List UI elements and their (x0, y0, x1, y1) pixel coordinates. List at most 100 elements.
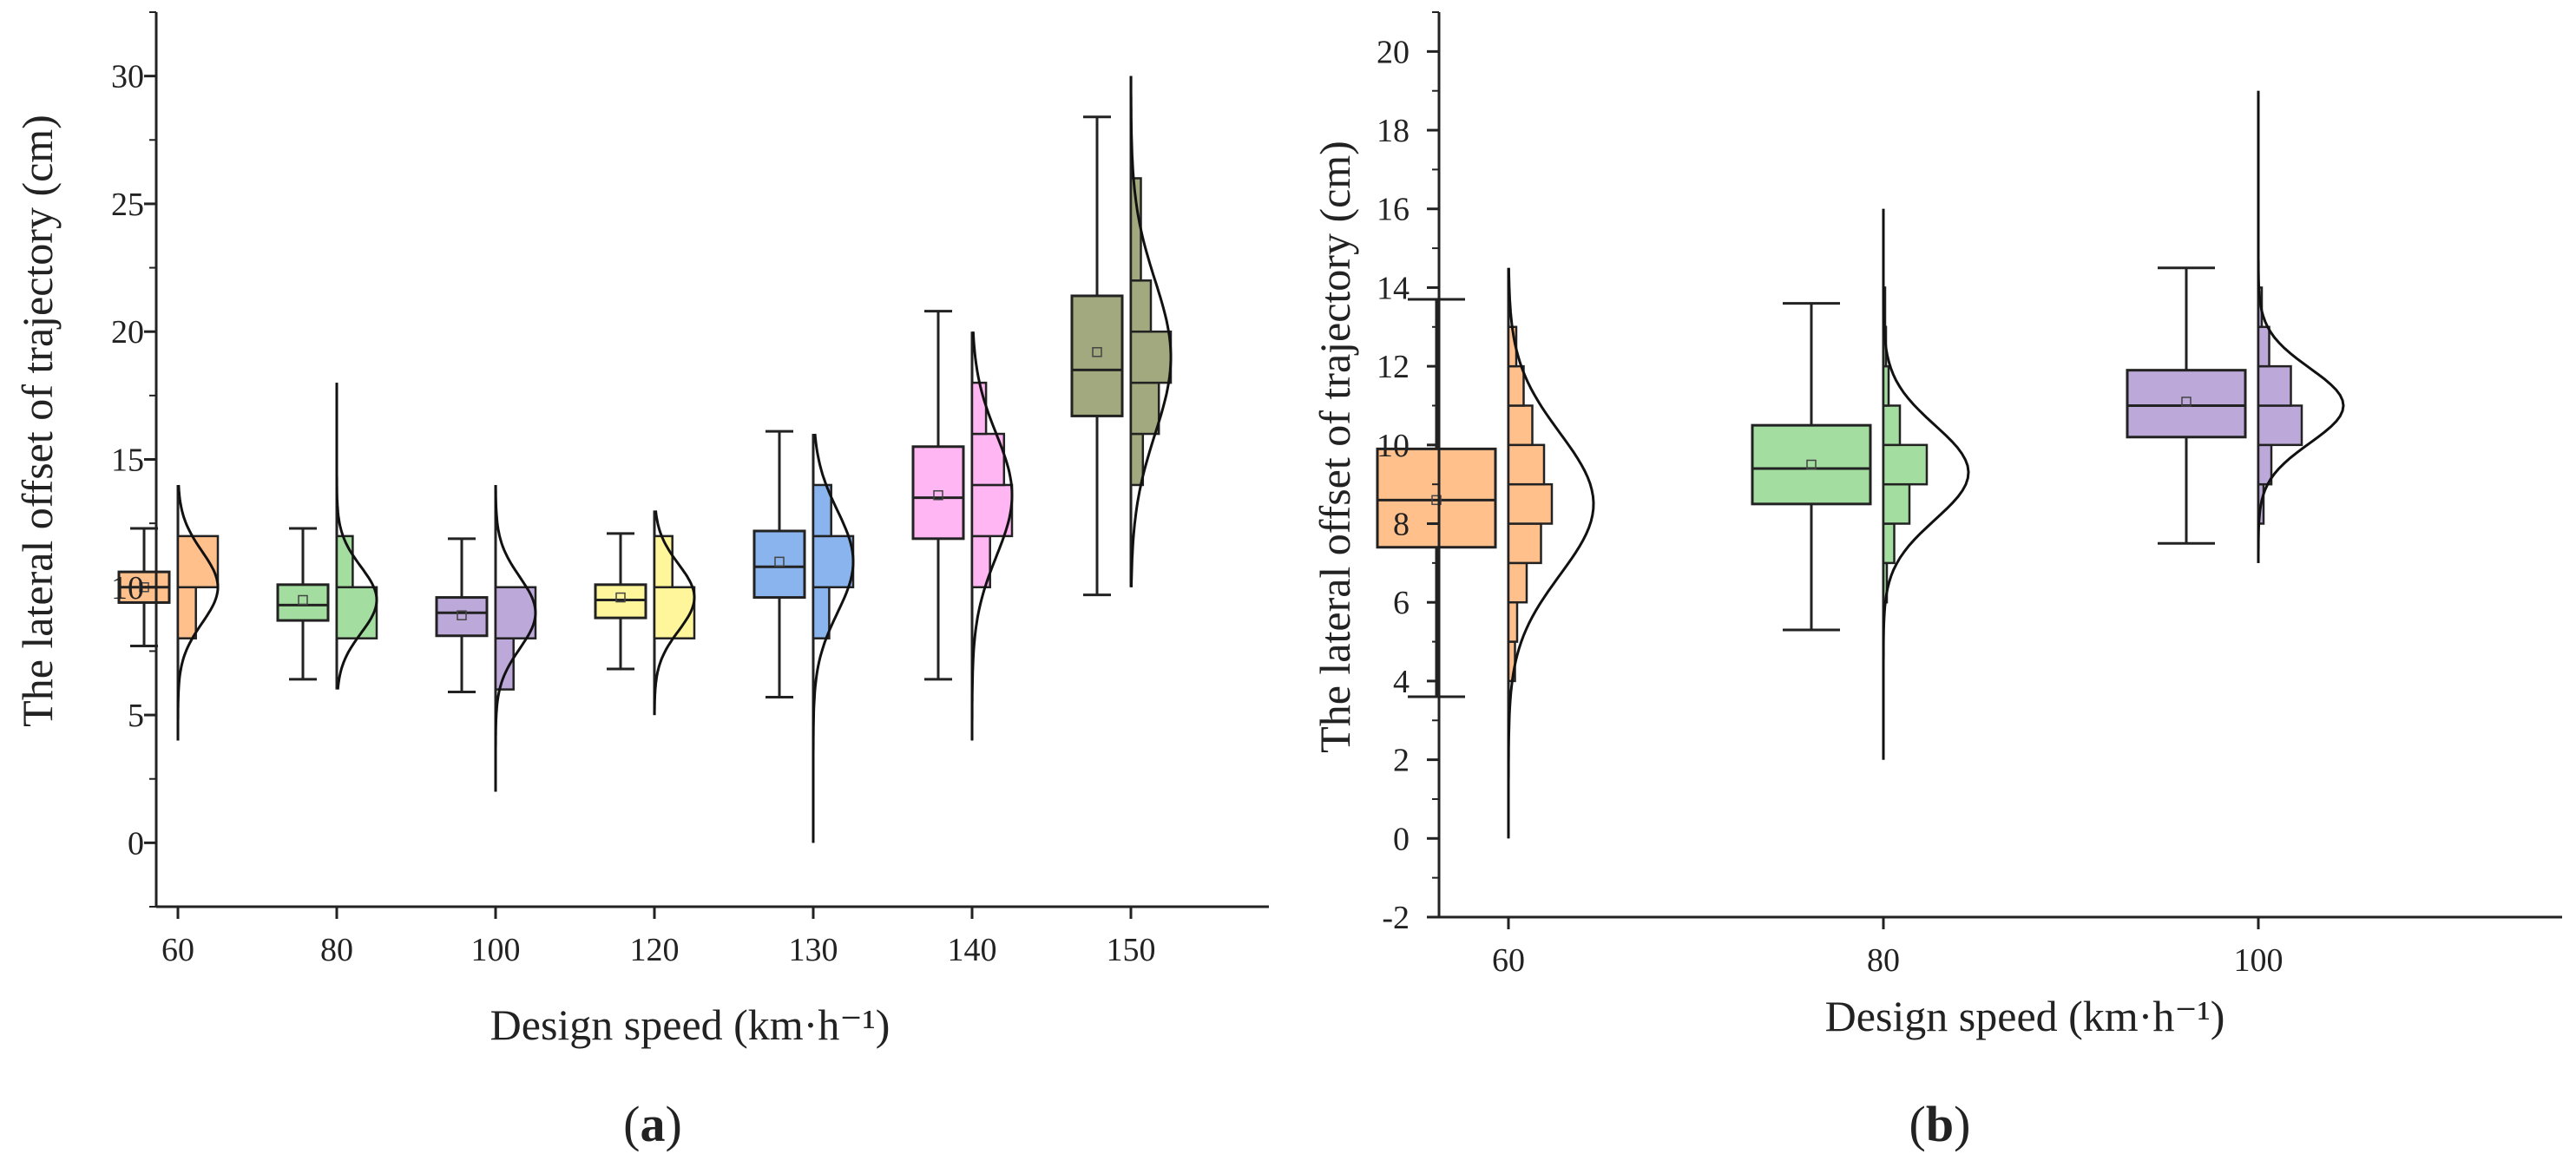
panel-b: -2 0 2 4 6 8 10 12 14 16 18 20 60 80 100 The lateral … (1311, 11, 2562, 1152)
b-y-tick-label: 0 (1393, 821, 1410, 857)
a-hist-bar-150 (1129, 330, 1173, 384)
b-hist-bar-80 (1882, 364, 1890, 407)
b-hist-bar-60 (1507, 600, 1519, 643)
a-box-130 (752, 529, 806, 600)
b-density-curve-80 (1882, 208, 1970, 760)
a-group-80 (276, 383, 378, 690)
panel-a-x-axis: 60 80 100 120 130 140 150 (156, 905, 1269, 968)
b-group-80 (1751, 208, 1970, 760)
panel-b-label: (b) (1909, 1096, 1971, 1152)
b-mean-marker-100 (2181, 397, 2192, 407)
a-hist-bar-80 (335, 534, 354, 589)
b-hist-bar-60 (1507, 522, 1542, 565)
b-hist-bar-100 (2257, 443, 2273, 486)
b-y-tick-label: 16 (1377, 192, 1410, 228)
b-x-tick-label: 80 (1867, 942, 1900, 979)
a-group-150 (1070, 75, 1173, 597)
b-mean-marker-80 (1806, 459, 1817, 470)
a-y-tick-label: 0 (128, 825, 144, 862)
panel-a-label-letter: a (641, 1096, 666, 1152)
a-mean-marker-100 (457, 610, 467, 620)
b-box-100 (2126, 369, 2247, 439)
b-group-60 (1376, 267, 1595, 839)
a-box-100 (435, 596, 489, 638)
b-y-tick-label: 10 (1377, 428, 1410, 464)
b-x-tick-label: 60 (1492, 942, 1525, 979)
panel-a-x-axis-title: Design speed (km·h⁻¹) (490, 1000, 890, 1049)
b-y-tick-label: 20 (1377, 34, 1410, 70)
a-density-curve-130 (812, 433, 855, 843)
b-y-tick-label: 2 (1393, 743, 1410, 779)
a-density-curve-60 (176, 484, 220, 741)
a-y-tick-label: 5 (128, 698, 144, 734)
a-density-curve-140 (970, 331, 1014, 741)
a-hist-bar-80 (335, 586, 378, 639)
b-group-100 (2126, 90, 2345, 563)
a-hist-bar-60 (176, 586, 197, 639)
a-x-tick-label: 100 (471, 932, 521, 968)
b-hist-bar-80 (1882, 404, 1902, 447)
a-y-tick-label: 30 (111, 59, 144, 95)
a-hist-bar-150 (1129, 279, 1153, 333)
a-group-130 (752, 429, 855, 843)
b-hist-bar-100 (2257, 404, 2303, 447)
b-hist-bar-100 (2257, 364, 2292, 407)
b-hist-bar-80 (1882, 522, 1896, 565)
b-box-60 (1376, 447, 1497, 549)
a-x-tick-label: 140 (948, 932, 997, 968)
b-hist-bar-60 (1507, 482, 1554, 525)
a-x-tick-label: 120 (630, 932, 680, 968)
a-box-80 (276, 583, 330, 622)
b-hist-bar-60 (1507, 364, 1525, 407)
b-hist-bar-80 (1882, 482, 1911, 525)
a-group-120 (594, 510, 696, 716)
b-density-curve-60 (1507, 267, 1595, 839)
a-x-tick-label: 60 (161, 932, 194, 968)
b-y-tick-label: 14 (1377, 270, 1410, 306)
panel-a-plot-area (117, 75, 1173, 843)
a-y-tick-label: 25 (111, 187, 144, 223)
a-y-tick-label: 20 (111, 314, 144, 351)
panel-a-x-axis-title-text: Design speed (km·h⁻¹) (490, 1000, 890, 1049)
b-hist-bar-80 (1882, 443, 1929, 486)
a-y-tick-label: 15 (111, 443, 144, 479)
a-group-100 (435, 484, 537, 792)
a-x-tick-label: 150 (1107, 932, 1156, 968)
panel-b-plot-area (1376, 90, 2345, 839)
a-density-curve-120 (653, 510, 696, 716)
a-hist-bar-140 (970, 381, 988, 436)
a-mean-marker-80 (298, 594, 308, 606)
panel-b-y-axis-title: The lateral offset of trajectory (cm) (1311, 141, 1359, 753)
a-mean-marker-120 (615, 592, 626, 603)
panel-a-y-axis: 0 5 10 15 20 25 30 (111, 11, 158, 908)
a-density-curve-80 (335, 383, 378, 690)
a-hist-bar-130 (812, 483, 832, 538)
a-y-tick-label: 10 (111, 570, 144, 606)
b-y-tick-label: -2 (1382, 900, 1410, 936)
panel-b-x-axis: 60 80 100 (1439, 915, 2562, 979)
b-y-tick-label: 6 (1393, 585, 1410, 621)
a-mean-marker-140 (933, 489, 943, 501)
panel-a-y-axis-title: The lateral offset of trajectory (cm) (13, 115, 62, 727)
a-hist-bar-150 (1129, 432, 1145, 487)
b-y-tick-label: 4 (1393, 664, 1410, 700)
a-density-curve-100 (494, 485, 537, 792)
panel-b-x-axis-title-text: Design speed (km·h⁻¹) (1825, 992, 2225, 1040)
a-hist-bar-120 (653, 586, 696, 639)
b-hist-bar-100 (2257, 325, 2270, 368)
panel-b-x-axis-title: Design speed (km·h⁻¹) (1825, 992, 2225, 1040)
a-hist-bar-130 (812, 586, 831, 639)
panel-a-label: (a) (623, 1096, 682, 1152)
b-box-80 (1751, 423, 1872, 506)
b-y-tick-label: 12 (1377, 349, 1410, 385)
a-x-tick-label: 80 (320, 932, 353, 968)
b-hist-bar-60 (1507, 561, 1528, 604)
b-density-curve-100 (2257, 90, 2345, 563)
a-x-tick-label: 130 (789, 932, 838, 968)
b-y-tick-label: 18 (1377, 113, 1410, 149)
b-hist-bar-60 (1507, 443, 1546, 486)
a-group-60 (117, 484, 220, 741)
panel-b-label-letter: b (1926, 1096, 1954, 1152)
a-hist-bar-120 (653, 534, 674, 589)
